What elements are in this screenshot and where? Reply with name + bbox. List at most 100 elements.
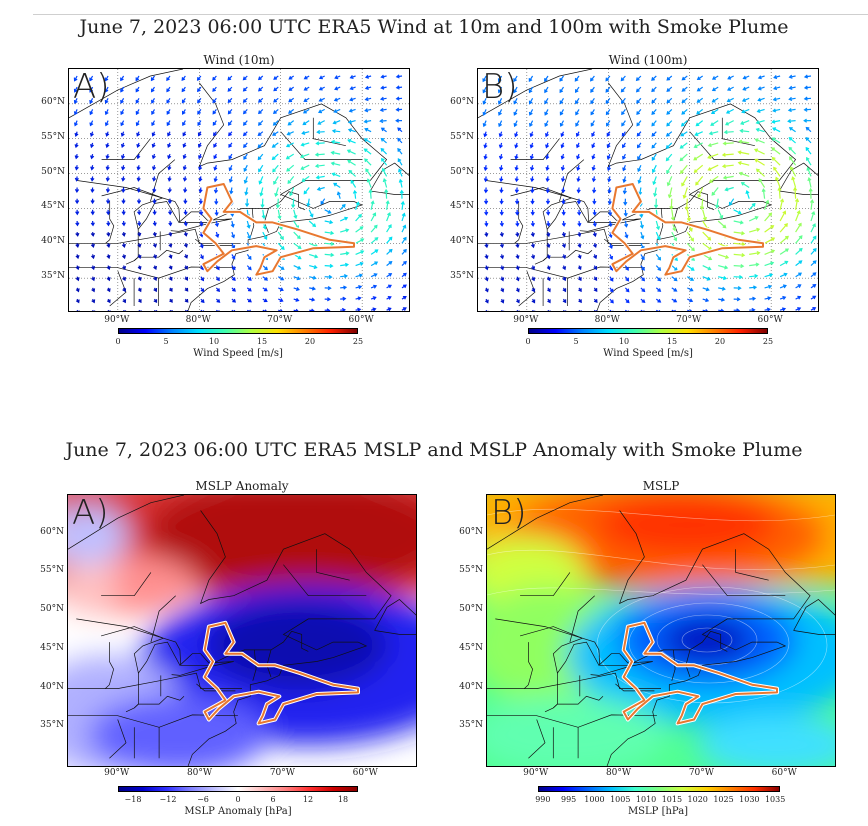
wind-vector-arrow bbox=[655, 287, 662, 292]
wind-vector-arrow bbox=[636, 109, 642, 116]
wind-vector-arrow bbox=[293, 209, 298, 220]
wind-vector-arrow bbox=[105, 153, 110, 160]
wind-vector-arrow bbox=[764, 307, 771, 311]
colorbar-tick-label: 0 bbox=[235, 795, 241, 804]
wind-vector-arrow bbox=[757, 97, 765, 102]
wind-vector-arrow bbox=[515, 243, 520, 249]
wind-vector-arrow bbox=[499, 176, 504, 183]
wind-vector-arrow bbox=[90, 220, 95, 227]
wind-vector-arrow bbox=[779, 223, 788, 233]
wind-vector-arrow bbox=[545, 198, 551, 205]
wind-vector-arrow bbox=[398, 178, 403, 188]
wind-vector-arrow bbox=[214, 209, 219, 217]
wind-vector-arrow bbox=[200, 287, 205, 293]
wind-vector-arrow bbox=[364, 85, 372, 90]
wind-vector-arrow bbox=[803, 118, 812, 123]
latitude-label: 50°N bbox=[459, 604, 483, 615]
wind-vector-arrow bbox=[562, 276, 567, 282]
wind-vector-arrow bbox=[529, 165, 535, 171]
wind-vector-arrow bbox=[274, 187, 279, 197]
wind-vector-arrow bbox=[138, 309, 142, 311]
wind-vector-arrow bbox=[121, 165, 126, 171]
longitude-label: 90°W bbox=[523, 768, 549, 778]
wind-vector-arrow bbox=[702, 298, 710, 303]
wind-vector-arrow bbox=[121, 176, 126, 182]
wind-vector-arrow bbox=[754, 158, 765, 166]
coastline-segment bbox=[487, 672, 661, 689]
wind-vector-arrow bbox=[655, 298, 662, 303]
wind-vector-arrow bbox=[514, 131, 519, 138]
latitude-label: 60°N bbox=[40, 526, 64, 537]
wind-vector-arrow bbox=[90, 254, 96, 260]
wind-vector-arrow bbox=[748, 202, 756, 211]
wind-vector-arrow bbox=[803, 74, 812, 79]
wind-vector-arrow bbox=[73, 75, 78, 82]
wind-vector-arrow bbox=[106, 243, 111, 248]
wind-vector-arrow bbox=[514, 165, 519, 171]
wind-vector-arrow bbox=[499, 187, 504, 194]
wind-vector-arrow bbox=[303, 97, 310, 102]
wind-vector-arrow bbox=[810, 247, 817, 255]
wind-vector-arrow bbox=[607, 165, 611, 172]
wind-vector-arrow bbox=[324, 220, 334, 225]
wind-vector-arrow bbox=[257, 142, 264, 149]
wind-vector-arrow bbox=[285, 153, 295, 160]
wind-vector-arrow bbox=[651, 120, 657, 127]
wind-vector-arrow bbox=[789, 166, 797, 177]
mslp-anomaly-colorbar-label: MSLP Anomaly [hPa] bbox=[184, 806, 292, 817]
colorbar-tick-label: 1005 bbox=[610, 795, 631, 804]
wind-vector-arrow bbox=[681, 108, 688, 115]
wind-vector-arrow bbox=[75, 243, 80, 249]
wind-vector-arrow bbox=[215, 231, 220, 238]
wind-vector-arrow bbox=[309, 264, 318, 270]
wind-vector-arrow bbox=[151, 109, 156, 115]
wind-10m-map: A) bbox=[68, 68, 410, 312]
wind-vector-arrow bbox=[262, 298, 268, 303]
wind-vector-arrow bbox=[483, 176, 488, 183]
wind-vector-arrow bbox=[805, 126, 812, 133]
wind-vector-arrow bbox=[182, 120, 186, 127]
wind-vector-arrow bbox=[382, 178, 388, 188]
wind-vector-arrow bbox=[152, 187, 157, 194]
wind-vector-arrow bbox=[137, 243, 142, 248]
wind-vector-arrow bbox=[697, 187, 704, 199]
wind-vector-arrow bbox=[530, 220, 535, 227]
wind-vector-arrow bbox=[764, 284, 773, 289]
wind-vector-arrow bbox=[401, 284, 407, 289]
wind-vector-arrow bbox=[182, 176, 188, 182]
wind-vector-arrow bbox=[278, 298, 284, 303]
wind-vector-arrow bbox=[515, 232, 520, 238]
wind-vector-arrow bbox=[607, 187, 612, 194]
wind-vector-arrow bbox=[395, 85, 403, 90]
wind-vector-arrow bbox=[355, 226, 364, 233]
colorbar-tick-label: 1020 bbox=[687, 795, 708, 804]
wind-vector-arrow bbox=[640, 298, 646, 304]
wind-vector-arrow bbox=[810, 223, 816, 233]
wind-vector-arrow bbox=[347, 138, 356, 144]
wind-vector-arrow bbox=[287, 176, 295, 185]
wind-vector-arrow bbox=[401, 224, 407, 233]
wind-vector-arrow bbox=[737, 150, 750, 155]
wind-vector-arrow bbox=[89, 86, 94, 93]
wind-vector-arrow bbox=[314, 163, 325, 169]
wind-vector-arrow bbox=[727, 75, 734, 80]
wind-vector-arrow bbox=[151, 142, 156, 149]
wind-vector-arrow bbox=[243, 142, 248, 149]
wind-vector-arrow bbox=[624, 276, 630, 282]
wind-vector-arrow bbox=[530, 187, 535, 194]
wind-vector-arrow bbox=[546, 209, 551, 216]
wind-vector-arrow bbox=[231, 298, 237, 303]
wind-vector-arrow bbox=[348, 108, 356, 113]
wind-vector-arrow bbox=[104, 98, 109, 104]
wind-vector-arrow bbox=[123, 309, 127, 311]
coastline-segment bbox=[196, 683, 236, 692]
wind-vector-arrow bbox=[137, 220, 142, 227]
wind-vector-arrow bbox=[560, 142, 565, 149]
wind-vector-arrow bbox=[199, 254, 204, 260]
wind-vector-arrow bbox=[182, 165, 187, 171]
wind-vector-arrow bbox=[655, 231, 661, 241]
wind-vector-arrow bbox=[605, 86, 611, 93]
wind-vector-arrow bbox=[363, 138, 372, 144]
wind-vector-arrow bbox=[761, 188, 766, 199]
wind-vector-arrow bbox=[198, 176, 203, 182]
